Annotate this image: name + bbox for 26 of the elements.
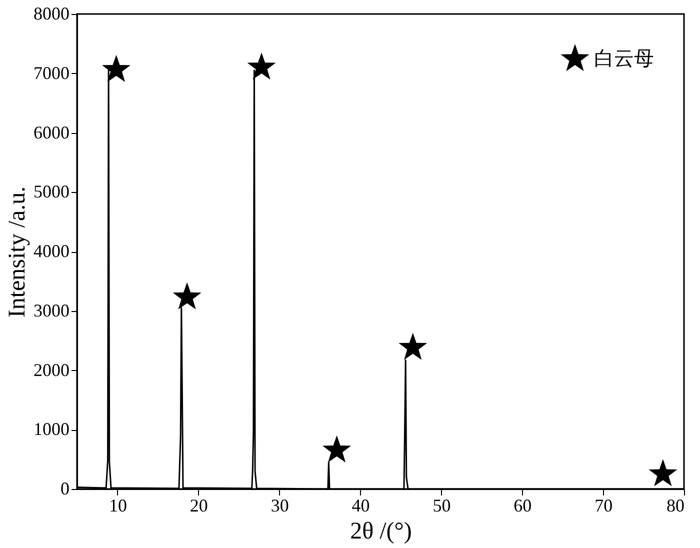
point — [172, 282, 202, 310]
legend-label: 白云母 — [594, 46, 654, 70]
x-tick-label: 60 — [514, 496, 532, 516]
x-tick-label: 70 — [594, 496, 613, 516]
y-tick-label: 1000 — [34, 419, 70, 440]
point — [102, 54, 131, 82]
point — [247, 52, 276, 80]
point — [398, 332, 428, 360]
y-tick-label: 3000 — [34, 300, 70, 320]
x-tick-label: 30 — [270, 496, 289, 516]
y-tick-label: 4000 — [34, 241, 70, 261]
y-axis-title: Intensity /a.u. — [4, 186, 30, 318]
x-tick-label: 10 — [108, 496, 127, 516]
y-tick-label: 2000 — [34, 360, 70, 380]
x-tick-label: 80 — [666, 496, 684, 516]
y-tick-label: 5000 — [34, 182, 70, 202]
point — [648, 459, 678, 486]
y-tick-label: 0 — [60, 478, 70, 498]
y-tick-label: 7000 — [34, 62, 70, 83]
x-tick-label: 50 — [432, 496, 451, 516]
x-tick-label: 20 — [190, 496, 208, 516]
x-tick-label: 40 — [352, 496, 370, 516]
y-tick-label: 8000 — [34, 4, 70, 24]
y-tick-label: 6000 — [34, 122, 70, 142]
point — [322, 435, 352, 463]
x-axis-title: 2θ /(°) — [350, 518, 412, 544]
